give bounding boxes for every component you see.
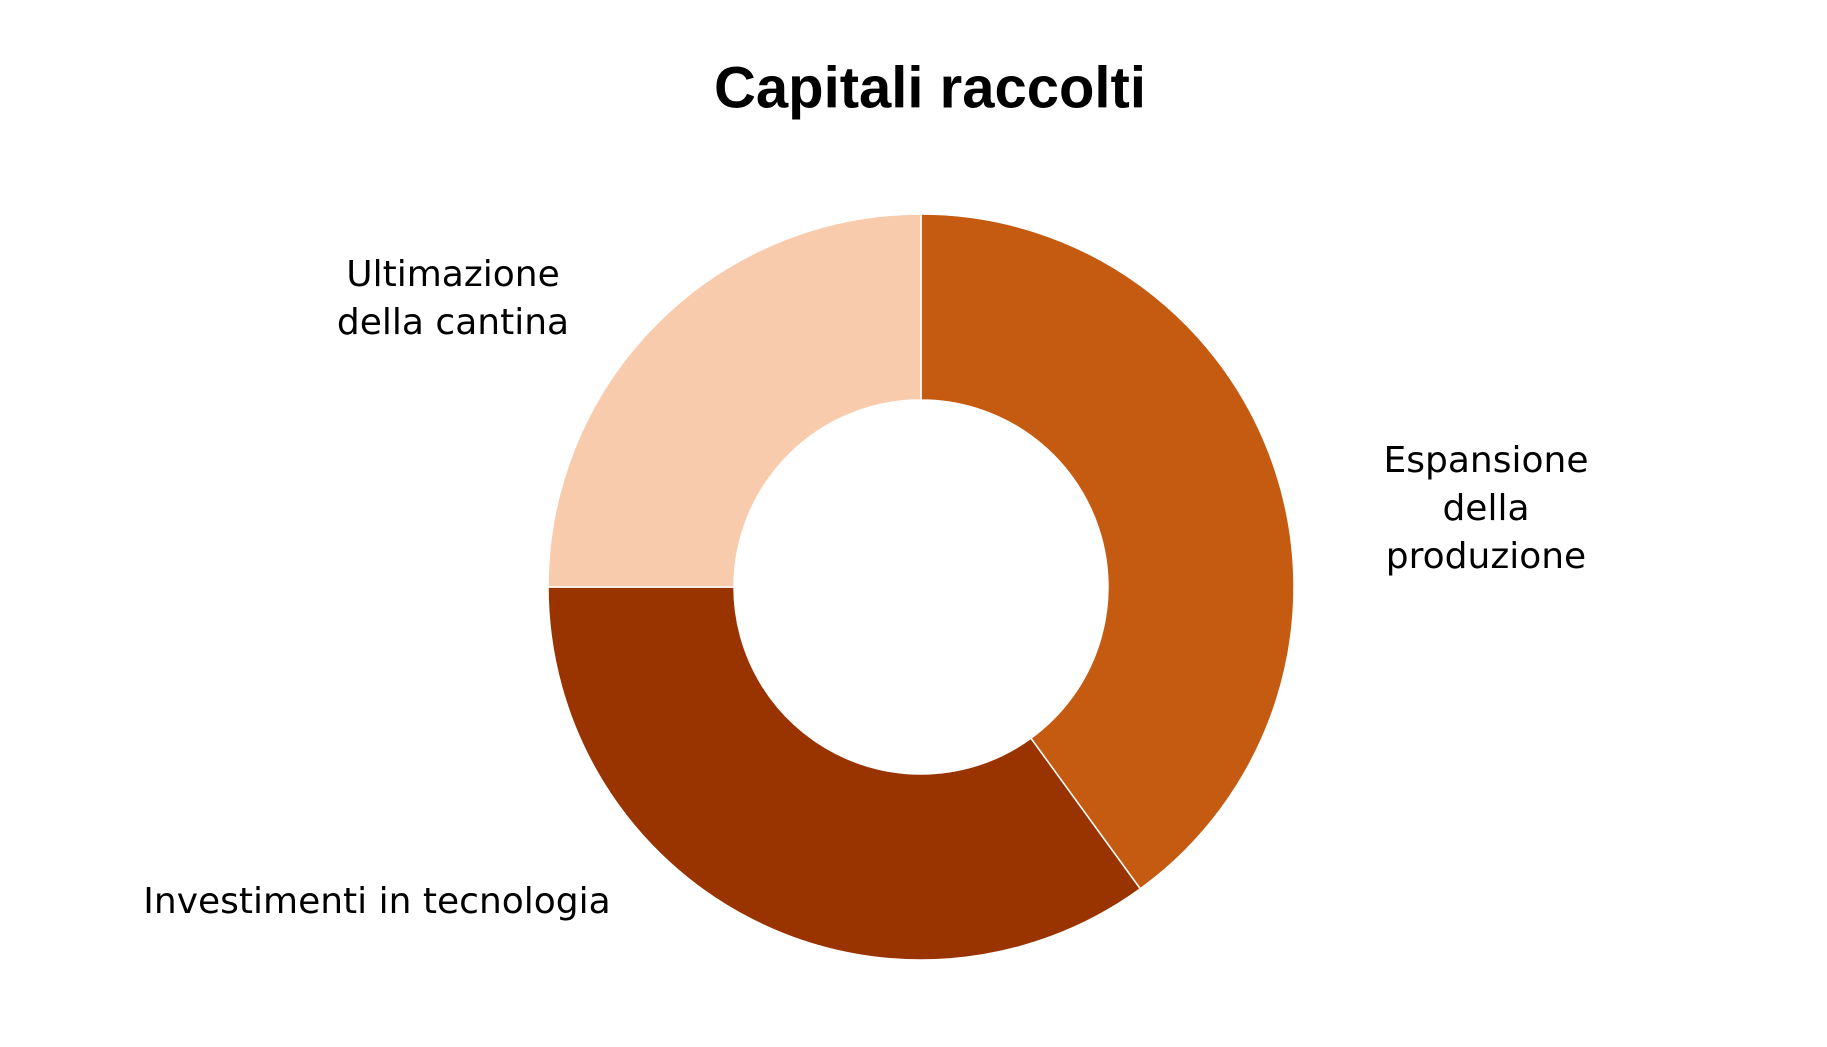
slice-label: Espansione della produzione bbox=[1383, 440, 1589, 577]
chart-title: Capitali raccolti bbox=[714, 55, 1146, 120]
donut-slice bbox=[547, 213, 922, 588]
donut-slice bbox=[920, 213, 1295, 890]
slice-label: Investimenti in tecnologia bbox=[143, 881, 611, 922]
donut-slice bbox=[547, 586, 1142, 961]
slice-label: Ultimazione della cantina bbox=[336, 254, 570, 343]
